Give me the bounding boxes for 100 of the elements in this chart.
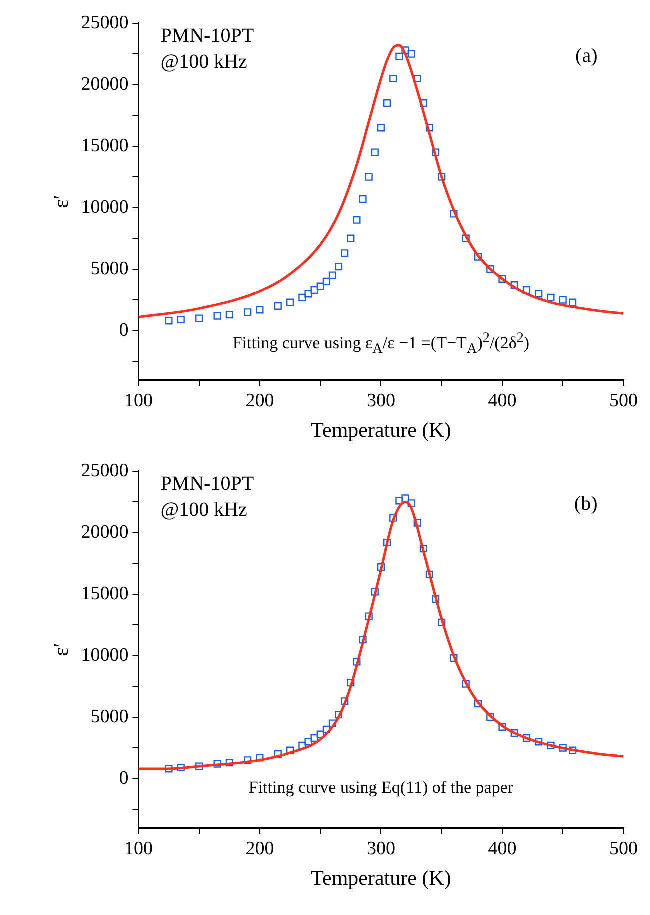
point [316, 730, 324, 738]
line-series [138, 44, 624, 319]
y-tick-label: 25000 [81, 460, 129, 482]
point [450, 210, 458, 218]
point [196, 314, 204, 322]
y-axis-title: ε′ [49, 194, 74, 208]
x-tick-label: 300 [366, 838, 396, 860]
point [341, 698, 349, 706]
x-axis-title: Temperature (K) [311, 418, 452, 442]
point [298, 294, 306, 302]
point [214, 760, 222, 768]
x-tick-label: 400 [488, 838, 517, 860]
point [432, 596, 440, 604]
y-tick-label: 20000 [81, 522, 129, 543]
point [328, 720, 336, 728]
point [569, 746, 577, 754]
point [274, 750, 282, 758]
point [165, 765, 173, 773]
point [341, 250, 349, 258]
point [316, 282, 324, 290]
point [359, 195, 367, 204]
point [547, 294, 555, 302]
point [365, 173, 373, 181]
point [569, 298, 577, 306]
point [420, 100, 428, 108]
x-tick-label: 200 [246, 838, 274, 860]
point [535, 738, 543, 746]
point [438, 173, 446, 181]
y-tick-label: 10000 [81, 644, 129, 666]
point [547, 742, 555, 750]
point [390, 74, 398, 83]
y-tick-label: 20000 [81, 74, 129, 95]
point [396, 52, 404, 60]
point [402, 46, 410, 54]
point [414, 519, 422, 527]
point [462, 680, 470, 688]
point [486, 266, 494, 274]
point [498, 723, 506, 731]
point [371, 148, 379, 156]
x-tick-label: 300 [366, 390, 396, 412]
annotation: @100 kHz [160, 499, 248, 522]
point [310, 286, 318, 294]
point [196, 762, 204, 770]
point [274, 302, 282, 310]
point [474, 253, 482, 261]
point [371, 588, 379, 596]
x-tick-label: 200 [246, 390, 274, 412]
point [322, 278, 330, 286]
y-tick-label: 5000 [90, 706, 129, 728]
annotation: PMN-10PT [160, 25, 254, 48]
point [322, 726, 330, 734]
point [310, 734, 318, 742]
point [347, 679, 355, 687]
annotation: PMN-10PT [160, 473, 254, 496]
point [535, 290, 543, 298]
point [408, 50, 416, 58]
point [353, 216, 361, 224]
y-tick-label: 15000 [81, 583, 129, 604]
point [420, 545, 428, 553]
point [226, 311, 234, 319]
point [432, 148, 440, 156]
point [384, 100, 392, 108]
annotation: Fitting curve using Eq(11) of the paper [248, 778, 515, 798]
y-tick-label: 5000 [90, 258, 129, 280]
y-tick-label: 0 [119, 320, 129, 341]
y-tick-label: 15000 [81, 135, 129, 156]
point [353, 658, 361, 666]
point [522, 286, 531, 294]
point [559, 744, 567, 752]
x-tick-label: 100 [124, 838, 153, 860]
point [377, 564, 386, 572]
point [335, 263, 343, 271]
y-tick-label: 25000 [81, 12, 129, 34]
point [510, 282, 518, 290]
point [450, 654, 458, 662]
point [335, 711, 343, 719]
point [559, 296, 567, 304]
point [165, 317, 173, 325]
point [510, 730, 518, 738]
point [214, 312, 222, 320]
point [304, 290, 312, 298]
point [377, 124, 386, 132]
point [286, 298, 294, 306]
point [365, 612, 373, 620]
point [177, 764, 185, 772]
point [359, 636, 367, 644]
x-tick-label: 100 [124, 390, 153, 412]
point [304, 738, 312, 746]
x-tick-label: 500 [610, 838, 638, 860]
point [498, 275, 506, 283]
point [256, 306, 264, 314]
point [347, 234, 355, 242]
y-tick-label: 0 [119, 768, 129, 789]
point [226, 759, 234, 767]
point [402, 494, 410, 502]
point [244, 308, 252, 316]
point [408, 500, 416, 508]
annotation: @100 kHz [160, 51, 248, 74]
point [426, 124, 434, 132]
point [298, 742, 306, 750]
